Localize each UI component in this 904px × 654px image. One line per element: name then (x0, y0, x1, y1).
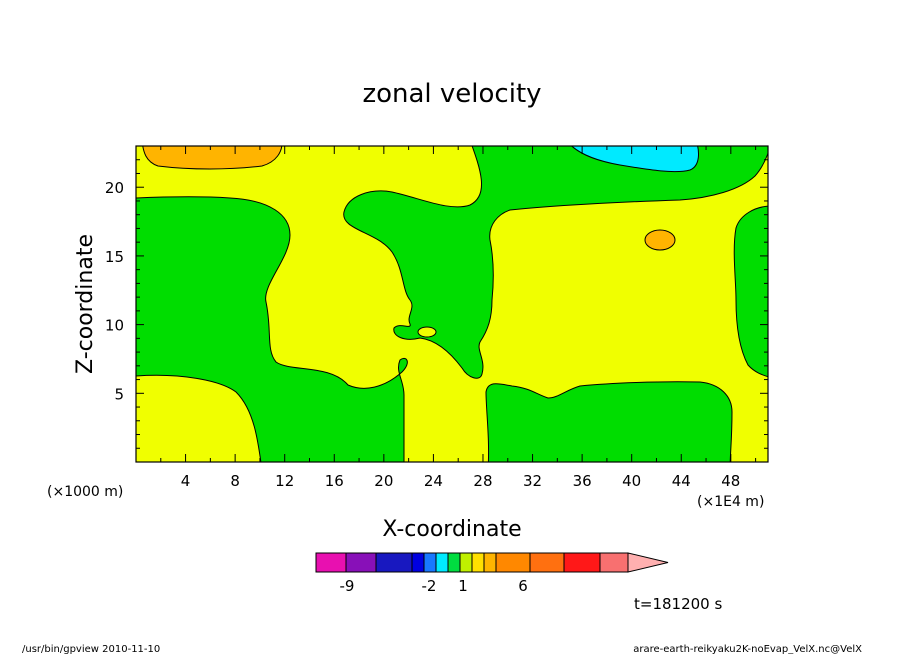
colorbar-swatch (563, 552, 601, 573)
colorbar-arrow (627, 552, 669, 573)
colorbar-swatch (345, 552, 377, 573)
colorbar-label: -2 (422, 577, 437, 595)
plot-area (136, 146, 768, 462)
x-tick-label: 40 (622, 472, 641, 490)
x-tick-label: 32 (523, 472, 542, 490)
x-tick-label: 28 (473, 472, 492, 490)
bottom-right-green (485, 381, 733, 462)
colorbar-swatch (599, 552, 629, 573)
left-green-band (136, 196, 408, 462)
colorbar-swatch (495, 552, 531, 573)
colorbar-swatch (411, 552, 425, 573)
colorbar-swatch (315, 552, 347, 573)
colorbar-swatch (459, 552, 473, 573)
x-unit-right: (×1E4 m) (697, 494, 764, 510)
y-tick-label: 10 (105, 317, 124, 335)
colorbar-label: -9 (340, 577, 355, 595)
colorbar-swatch (529, 552, 565, 573)
x-tick-label: 44 (672, 472, 691, 490)
colorbar-label: 6 (518, 577, 528, 595)
colorbar-swatch (375, 552, 413, 573)
x-tick-label: 16 (325, 472, 344, 490)
right-edge-green (733, 205, 768, 378)
colorbar-swatch (483, 552, 497, 573)
colorbar-swatch (435, 552, 449, 573)
y-axis: 5 10 15 20 (105, 159, 768, 449)
x-axis-label: X-coordinate (382, 517, 521, 542)
y-tick-label: 15 (105, 248, 124, 266)
top-right-cyan (570, 146, 699, 173)
x-tick-label: 20 (374, 472, 393, 490)
chart-title: zonal velocity (362, 79, 541, 109)
x-unit-left: (×1000 m) (47, 484, 123, 500)
small-orange-blob (644, 229, 676, 251)
x-axis: 4 8 12 16 20 24 28 32 36 40 44 48 (160, 146, 757, 490)
y-axis-label: Z-coordinate (73, 234, 98, 374)
x-tick-label: 36 (573, 472, 592, 490)
colorbar-swatch (447, 552, 461, 573)
y-tick-label: 20 (105, 179, 124, 197)
colorbar-swatch (471, 552, 485, 573)
footer-right: arare-earth-reikyaku2K-noEvap_VelX.nc@Ve… (633, 644, 862, 654)
top-left-orange (142, 146, 283, 170)
x-tick-label: 8 (230, 472, 240, 490)
colorbar-labels: -9 -2 1 6 (340, 577, 528, 595)
x-tick-label: 24 (424, 472, 443, 490)
x-tick-label: 48 (721, 472, 740, 490)
plot-frame (135, 145, 769, 463)
time-label: t=181200 s (634, 595, 722, 613)
x-tick-label: 12 (275, 472, 294, 490)
x-tick-label: 4 (181, 472, 191, 490)
colorbar-label: 1 (458, 577, 468, 595)
center-green-band (343, 146, 768, 379)
footer-left: /usr/bin/gpview 2010-11-10 (22, 644, 160, 654)
colorbar-legend (315, 552, 669, 573)
y-tick-label: 5 (114, 385, 124, 403)
small-yellow-island (417, 326, 437, 338)
colorbar-swatch (423, 552, 437, 573)
